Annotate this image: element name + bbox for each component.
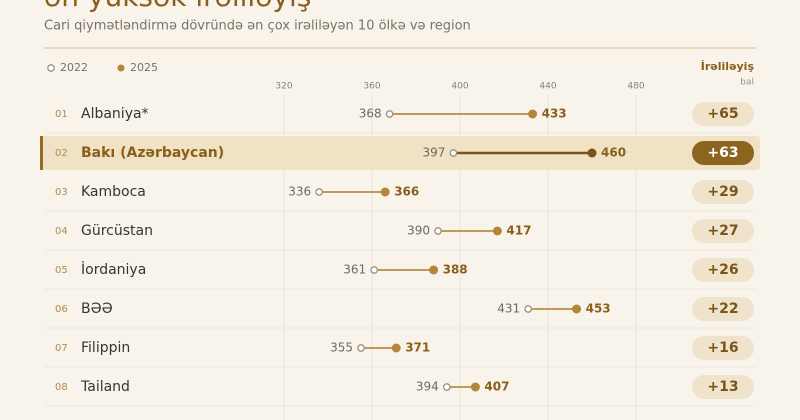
category-label: Tailand: [80, 379, 130, 395]
highlight-row: [40, 136, 760, 170]
category-label: Kamboca: [81, 184, 146, 200]
change-pill: [692, 297, 754, 321]
change-label: +16: [707, 340, 738, 356]
value-label-2025: 407: [484, 380, 509, 394]
x-tick-label: 440: [539, 82, 556, 92]
rank: 07: [55, 343, 68, 354]
category-label: BƏƏ: [81, 301, 113, 317]
legend-label: 2022: [60, 61, 88, 74]
dot-2025: [587, 148, 597, 158]
change-label: +63: [707, 145, 738, 161]
value-label-2022: 355: [330, 341, 353, 355]
dot-2025: [572, 304, 582, 314]
value-label-2025: 433: [542, 107, 567, 121]
dot-2025: [492, 226, 502, 236]
category-label: Filippin: [81, 340, 130, 356]
dot-2022: [524, 305, 533, 313]
rank: 03: [55, 187, 68, 198]
category-label: Gürcüstan: [81, 223, 153, 239]
rank: 02: [55, 148, 68, 159]
dot-2022: [315, 188, 324, 196]
dot-2025: [528, 109, 538, 119]
x-tick-label: 360: [363, 82, 380, 92]
value-label-2022: 394: [416, 380, 439, 394]
highlight-bar: [40, 136, 43, 170]
value-label-2025: 371: [405, 341, 430, 355]
change-pill: [692, 180, 754, 204]
change-pill: [692, 102, 754, 126]
dot-2022: [357, 344, 365, 352]
dot-2025: [380, 187, 390, 197]
change-pill: [692, 375, 754, 399]
value-label-2022: 368: [359, 107, 382, 121]
change-unit: bal: [740, 78, 754, 88]
value-label-2025: 460: [601, 146, 626, 160]
dot-2025: [429, 265, 439, 275]
chart-subtitle: Cari qiymətləndirmə dövründə ən çox irəl…: [44, 19, 471, 34]
dot-2022: [449, 149, 458, 157]
rank: 05: [55, 265, 68, 276]
change-header: İrəliləyiş: [701, 59, 755, 73]
dot-2025: [391, 343, 401, 353]
value-label-2022: 336: [288, 185, 311, 199]
value-label-2025: 453: [586, 302, 611, 316]
change-pill: [692, 258, 754, 282]
dot-2022: [434, 227, 442, 235]
rank: 01: [55, 109, 68, 120]
rank: 04: [55, 226, 68, 237]
category-label: Albaniya*: [81, 106, 149, 122]
value-label-2025: 417: [506, 224, 531, 238]
change-label: +29: [707, 184, 738, 200]
change-label: +13: [707, 379, 738, 395]
value-label-2022: 397: [422, 146, 445, 160]
change-pill: [692, 336, 754, 360]
legend-marker: [117, 64, 125, 72]
dot-2025: [470, 382, 480, 392]
rank: 08: [55, 382, 68, 393]
value-label-2022: 361: [343, 263, 366, 277]
category-label: İordaniya: [81, 260, 146, 278]
change-label: +27: [707, 223, 738, 239]
chart-title: ən yüksək irəliləyiş: [44, 0, 311, 13]
rank: 06: [55, 304, 68, 315]
x-tick-label: 400: [451, 82, 468, 92]
x-tick-label: 320: [275, 82, 292, 92]
dot-2022: [370, 266, 379, 274]
dot-2022: [442, 383, 451, 391]
legend-label: 2025: [130, 61, 158, 74]
change-pill: [692, 141, 754, 165]
value-label-2025: 388: [443, 263, 468, 277]
change-label: +65: [707, 106, 738, 122]
value-label-2025: 366: [394, 185, 419, 199]
change-label: +22: [707, 301, 738, 317]
x-tick-label: 480: [627, 82, 644, 92]
legend-marker: [47, 64, 55, 72]
value-label-2022: 431: [497, 302, 520, 316]
change-pill: [692, 219, 754, 243]
dot-2022: [385, 110, 394, 118]
change-label: +26: [707, 262, 738, 278]
category-label: Bakı (Azərbaycan): [81, 145, 224, 161]
value-label-2022: 390: [407, 224, 430, 238]
